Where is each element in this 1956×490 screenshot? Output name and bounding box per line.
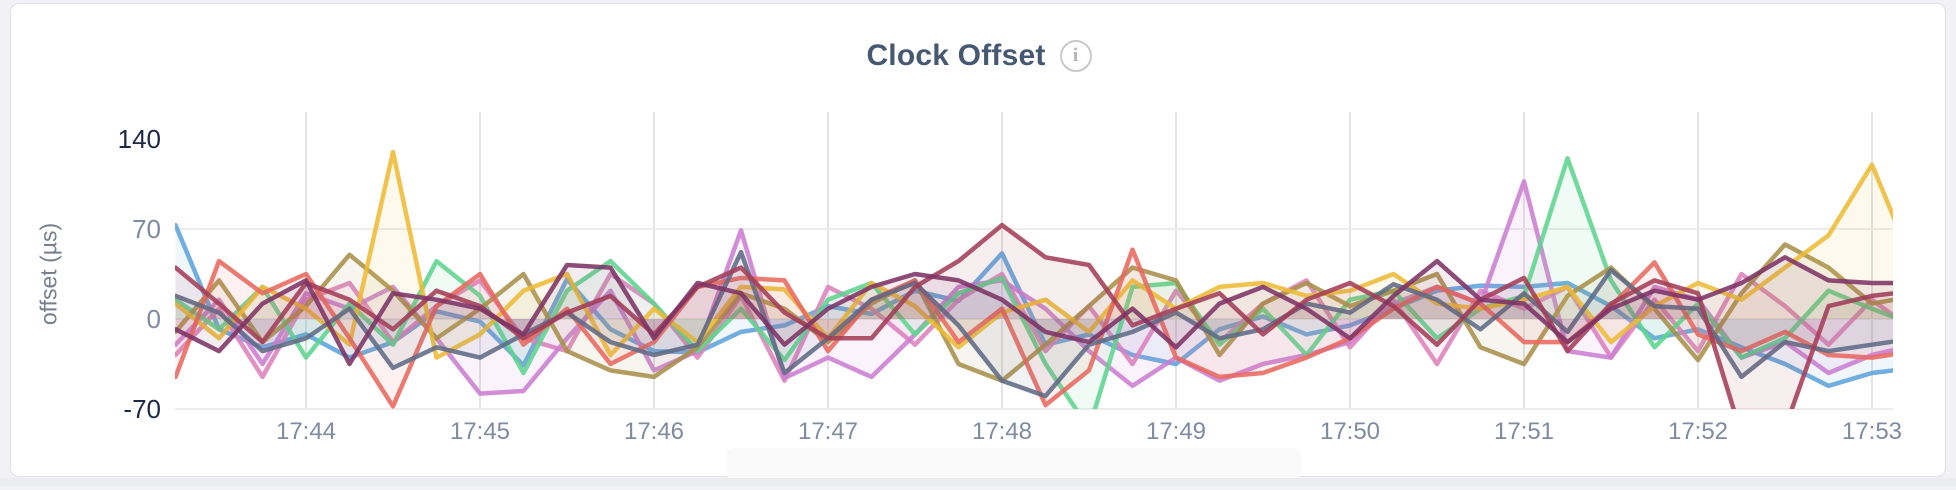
series-area-coral [175, 249, 1893, 407]
x-tick-label-17-45: 17:45 [449, 418, 511, 445]
y-tick-label--70: -70 [123, 394, 161, 424]
chart-header: Clock Offset i [11, 34, 1947, 78]
series-line-orchid [175, 179, 1893, 396]
x-tick-label-17-53: 17:53 [1841, 418, 1903, 445]
chart-title: Clock Offset [866, 39, 1046, 72]
x-tick-label-17-50: 17:50 [1319, 418, 1381, 445]
subtle-footer-bar [726, 448, 1301, 480]
series-area-maroon [175, 225, 1893, 409]
chart-card: Clock Offset i offset (µs) 140 70 0 -70 17:… [10, 3, 1947, 480]
series-line-maroon [175, 222, 1893, 409]
y-tick-label-140: 140 [117, 124, 161, 154]
x-tick-label-17-46: 17:46 [623, 418, 685, 445]
x-tick-label-17-49: 17:49 [1145, 418, 1207, 445]
series-line-coral [175, 247, 1893, 409]
series-lines [175, 149, 1893, 409]
info-icon[interactable]: i [1059, 40, 1092, 72]
series-line-plum [175, 255, 1893, 367]
x-tick-label-17-48: 17:48 [971, 418, 1033, 445]
y-tick-label-0: 0 [146, 304, 161, 334]
x-tick-label-17-51: 17:51 [1493, 418, 1555, 445]
y-tick-label-70: 70 [132, 214, 161, 244]
page-background-strip [0, 478, 1956, 486]
x-tick-label-17-44: 17:44 [275, 418, 337, 445]
series-area-plum [175, 257, 1893, 364]
x-tick-label-17-47: 17:47 [797, 418, 859, 445]
x-tick-label-17-52: 17:52 [1667, 418, 1729, 445]
y-axis-title-text: offset (µs) [35, 222, 62, 326]
series-line-slate [175, 249, 1893, 399]
series-line-gold [175, 149, 1893, 360]
series-area-green [175, 158, 1893, 409]
clock-offset-plot[interactable] [11, 4, 1956, 490]
series-area-blue [175, 225, 1893, 386]
